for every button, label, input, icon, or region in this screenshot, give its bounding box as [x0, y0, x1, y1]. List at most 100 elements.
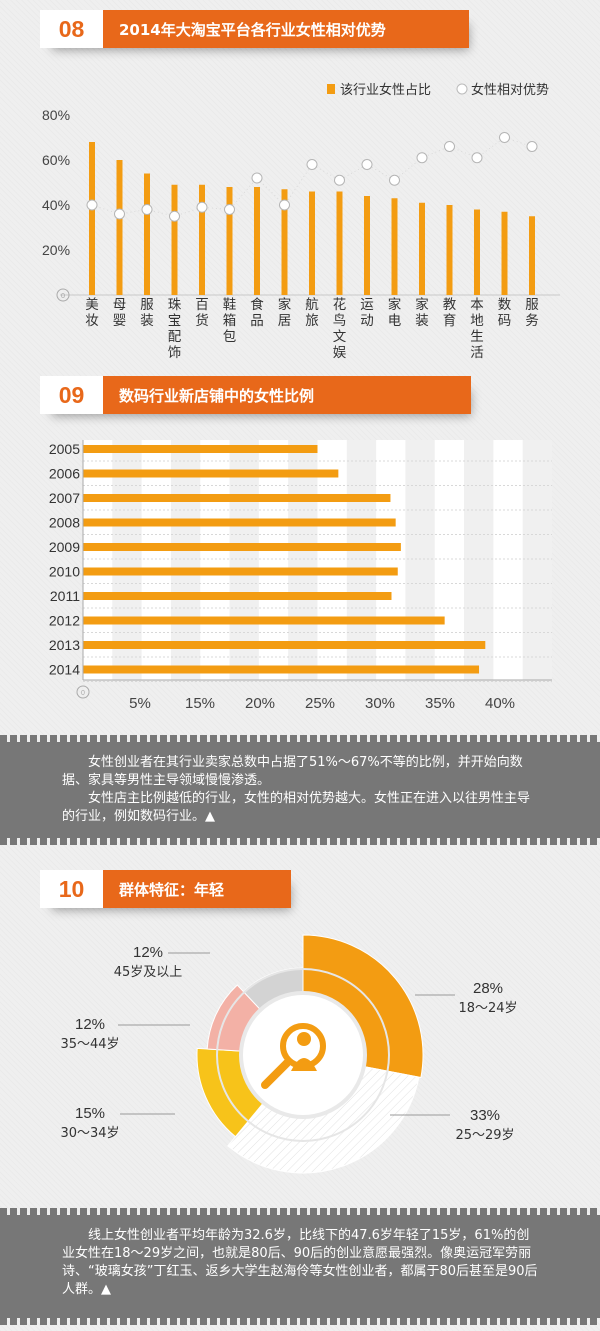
- search-person-icon: [261, 1023, 326, 1089]
- summary-paragraph: 女性店主比例越低的行业，女性的相对优势越大。女性正在进入以往男性主导的行业，例如…: [62, 791, 531, 824]
- age-donut-chart: 28% 18～24岁 33% 25～29岁 15% 30～34岁 12% 35～44岁 12% 4…: [60, 934, 518, 1174]
- x-tick-label: 服装: [140, 297, 154, 329]
- legend-bar-label: 该行业女性占比: [340, 82, 431, 98]
- x-tick-label: 35%: [425, 695, 455, 712]
- y-tick-label: 2008: [49, 515, 80, 531]
- x-tick-label: 母婴: [113, 297, 127, 329]
- legend-bar-swatch: [327, 84, 335, 94]
- x-tick-label: 数码: [498, 297, 512, 329]
- section-08-header: 08 2014年大淘宝平台各行业女性相对优势: [40, 10, 469, 48]
- bar-2007: [83, 494, 391, 502]
- dot-鞋箱包: [224, 204, 235, 215]
- grid-band: [346, 440, 377, 680]
- slice-label: 35～44岁: [60, 1037, 119, 1052]
- legend-dot-swatch: [456, 83, 468, 95]
- x-tick-label: 美妆: [85, 297, 99, 329]
- magnifier-handle: [261, 1059, 291, 1089]
- slice-pct: 33%: [470, 1107, 500, 1124]
- grid-band: [170, 440, 201, 680]
- x-tick-label: 珠宝配饰: [168, 297, 182, 361]
- section-title: 群体特征：年轻: [103, 870, 291, 908]
- bar-2006: [83, 469, 339, 478]
- dot-百货: [196, 201, 208, 213]
- section-number: 08: [40, 10, 103, 48]
- summary-paragraph: 线上女性创业者平均年龄为32.6岁，比线下的47.6岁年轻了15岁，61%的创业…: [62, 1228, 538, 1297]
- bar-珠宝配饰: [171, 184, 178, 295]
- y-tick-label: 2012: [49, 613, 80, 629]
- dot-母婴: [114, 208, 125, 220]
- x-tick-label: 家电: [388, 296, 402, 329]
- bar-服务: [529, 216, 535, 295]
- bar-花鸟文娱: [336, 191, 343, 295]
- dot-数码: [499, 132, 510, 143]
- summary-band-1: 女性创业者在其行业卖家总数中占据了51%～67%不等的比例，并开始向数据、家具等…: [0, 735, 600, 845]
- x-tick-label: 教育: [443, 297, 457, 329]
- x-tick-label: 5%: [129, 695, 151, 712]
- y-tick-label: 2010: [49, 564, 80, 580]
- x-tick-label: 鞋箱包: [223, 297, 237, 345]
- section-number: 09: [40, 376, 103, 414]
- bar-2013: [83, 641, 486, 649]
- bar-家居: [281, 189, 288, 295]
- slice-pct: 12%: [133, 944, 163, 961]
- summary-paragraph: 女性创业者在其行业卖家总数中占据了51%～67%不等的比例，并开始向数据、家具等…: [62, 755, 523, 788]
- y-tick-label: 20%: [42, 242, 70, 258]
- section-title: 数码行业新店铺中的女性比例: [103, 376, 471, 414]
- x-tick-label: 花鸟文娱: [333, 297, 347, 361]
- bar-母婴: [116, 160, 123, 295]
- slice-pct: 12%: [75, 1016, 105, 1033]
- grid-band: [464, 440, 494, 680]
- y-tick-label: 40%: [42, 197, 70, 213]
- bar-家装: [419, 202, 425, 295]
- y-tick-label: 60%: [42, 152, 70, 168]
- x-tick-label: 服务: [525, 297, 539, 329]
- bar-2011: [83, 592, 392, 600]
- legend-dot-label: 女性相对优势: [471, 82, 549, 98]
- y-tick-label: 2011: [50, 588, 80, 604]
- bar-2008: [83, 518, 396, 527]
- bar-百货: [199, 184, 205, 295]
- grid-band: [112, 440, 142, 680]
- section-10-header: 10 群体特征：年轻: [40, 870, 291, 908]
- bar-家电: [391, 198, 398, 295]
- slice-pct: 15%: [75, 1105, 105, 1122]
- dot-珠宝配饰: [169, 210, 180, 222]
- x-tick-label: 家居: [278, 296, 292, 329]
- dot-美妆: [86, 199, 98, 211]
- origin-label: 0: [61, 292, 65, 300]
- x-tick-label: 运动: [360, 297, 374, 329]
- person-head: [297, 1032, 311, 1046]
- bar-数码: [501, 211, 508, 295]
- x-tick-label: 家装: [415, 296, 429, 329]
- bar-运动: [364, 196, 370, 295]
- dot-本地生活: [471, 152, 483, 164]
- slice-label: 30～34岁: [60, 1126, 119, 1141]
- section-title: 2014年大淘宝平台各行业女性相对优势: [103, 10, 469, 48]
- bar-服装: [144, 173, 150, 295]
- origin-label: 0: [81, 690, 85, 697]
- grid-band: [405, 440, 435, 680]
- dot-家电: [389, 174, 400, 186]
- bar-鞋箱包: [226, 187, 233, 295]
- grid-band: [288, 440, 318, 680]
- bar-本地生活: [474, 209, 480, 295]
- industry-female-chart: 该行业女性占比 女性相对优势 0 20% 40% 60% 80% 美妆母婴服装珠宝配饰百货鞋箱…: [42, 82, 560, 361]
- dot-教育: [444, 141, 455, 152]
- dot-家居: [279, 199, 290, 211]
- bar-2014: [83, 665, 480, 674]
- person-body: [291, 1058, 317, 1071]
- bar-2010: [83, 567, 398, 576]
- x-tick-label: 15%: [185, 695, 215, 712]
- inner-ring-outline: [216, 968, 390, 1142]
- y-tick-label: 2009: [49, 539, 80, 555]
- grid-band: [522, 440, 552, 680]
- x-tick-label: 40%: [485, 695, 515, 712]
- center-circle: [239, 991, 367, 1119]
- x-tick-label: 航旅: [305, 297, 319, 329]
- bar-2009: [83, 543, 401, 551]
- y-tick-label: 2005: [49, 441, 80, 457]
- digital-female-ratio-chart: 2005 2006 2007 2008 2009 2010 2011 2012 2013 2014…: [49, 440, 552, 712]
- dot-花鸟文娱: [334, 174, 345, 186]
- bar-美妆: [89, 142, 95, 295]
- bar-2005: [83, 445, 318, 453]
